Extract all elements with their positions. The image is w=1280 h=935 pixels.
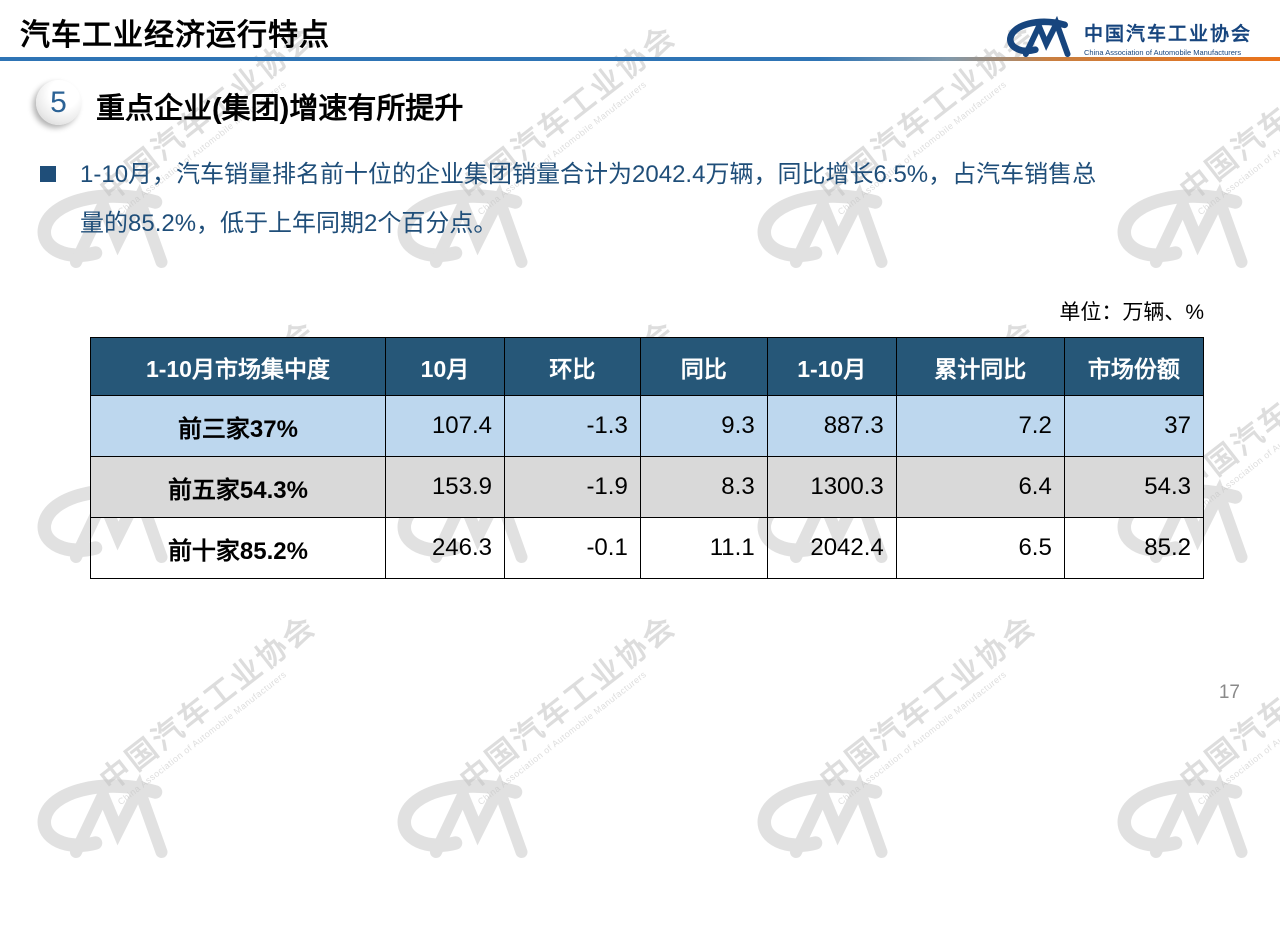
col-header: 环比 — [504, 337, 641, 396]
row-label: 前五家54.3% — [90, 456, 386, 518]
bullet-square-icon — [40, 166, 56, 182]
table-row: 前五家54.3% 153.9 -1.9 8.3 1300.3 6.4 54.3 — [90, 456, 1205, 518]
market-concentration-table: 1-10月市场集中度 10月 环比 同比 1-10月 累计同比 市场份额 前三家… — [90, 337, 1205, 579]
caam-watermark-icon — [28, 183, 178, 275]
cell-value: -1.9 — [504, 456, 641, 518]
col-header: 10月 — [384, 337, 506, 396]
page-number: 17 — [1218, 682, 1240, 703]
logo-name-cn: 中国汽车工业协会 — [1083, 24, 1252, 45]
table-header-row: 1-10月市场集中度 10月 环比 同比 1-10月 累计同比 市场份额 — [90, 337, 1205, 396]
cell-value: 8.3 — [639, 456, 768, 518]
caam-watermark-icon — [1108, 773, 1258, 865]
cell-value: 54.3 — [1063, 456, 1205, 518]
cell-value: 9.3 — [639, 395, 768, 457]
cell-value: 11.1 — [639, 517, 768, 579]
cell-value: 6.5 — [895, 517, 1065, 579]
caam-watermark-icon — [388, 183, 538, 275]
cell-value: 1300.3 — [766, 456, 897, 518]
page-title: 汽车工业经济运行特点 — [20, 19, 330, 52]
cell-value: 887.3 — [766, 395, 897, 457]
cell-value: 6.4 — [895, 456, 1065, 518]
unit-label: 单位：万辆、% — [1059, 301, 1204, 324]
cell-value: 7.2 — [895, 395, 1065, 457]
logo-name-en: China Association of Automobile Manufact… — [1083, 48, 1242, 57]
row-label: 前三家37% — [90, 395, 386, 457]
col-header: 同比 — [639, 337, 768, 396]
cell-value: 246.3 — [384, 517, 506, 579]
section-number-badge: 5 — [36, 80, 81, 125]
caam-logo-icon — [1007, 16, 1071, 58]
caam-watermark-icon — [748, 773, 898, 865]
slide: 汽车工业经济运行特点 中国汽车工业协会 China Association of… — [0, 16, 1280, 703]
title-divider — [0, 57, 1280, 61]
market-concentration-table-wrap: 1-10月市场集中度 10月 环比 同比 1-10月 累计同比 市场份额 前三家… — [90, 337, 1205, 579]
col-header: 累计同比 — [895, 337, 1065, 396]
caam-watermark-icon — [1108, 183, 1258, 275]
cell-value: 2042.4 — [766, 517, 897, 579]
col-header: 1-10月 — [766, 337, 897, 396]
bullet-line-2: 量的85.2%，低于上年同期2个百分点。 — [80, 210, 498, 237]
cell-value: 85.2 — [1063, 517, 1205, 579]
caam-watermark-icon — [28, 773, 178, 865]
bullet-paragraph: 1-10月，汽车销量排名前十位的企业集团销量合计为2042.4万辆，同比增长6.… — [40, 150, 1225, 248]
cell-value: -1.3 — [504, 395, 641, 457]
caam-watermark-icon — [388, 773, 538, 865]
table-row: 前十家85.2% 246.3 -0.1 11.1 2042.4 6.5 85.2 — [90, 517, 1205, 579]
bullet-line-1: 1-10月，汽车销量排名前十位的企业集团销量合计为2042.4万辆，同比增长6.… — [80, 161, 1097, 188]
row-label: 前十家85.2% — [90, 517, 386, 579]
cell-value: 37 — [1063, 395, 1205, 457]
caam-logo: 中国汽车工业协会 China Association of Automobile… — [1002, 16, 1252, 60]
cell-value: -0.1 — [504, 517, 641, 579]
cell-value: 153.9 — [384, 456, 506, 518]
col-header: 市场份额 — [1063, 337, 1205, 396]
table-row: 前三家37% 107.4 -1.3 9.3 887.3 7.2 37 — [90, 395, 1205, 457]
col-header: 1-10月市场集中度 — [90, 337, 386, 396]
caam-watermark-icon — [748, 183, 898, 275]
section-heading: 重点企业(集团)增速有所提升 — [96, 93, 464, 125]
cell-value: 107.4 — [384, 395, 506, 457]
